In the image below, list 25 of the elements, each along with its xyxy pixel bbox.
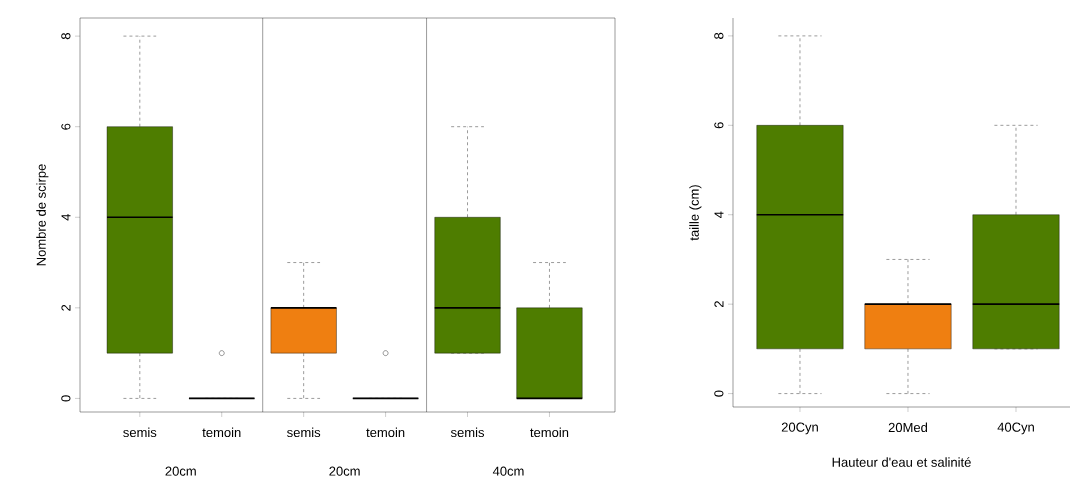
x-tick-label: 20Cyn xyxy=(781,422,818,435)
x-tick-label: temoin xyxy=(202,427,241,438)
text: 20cm xyxy=(165,466,196,476)
y-tick-label: 6 xyxy=(61,123,71,130)
x-tick-label: semis xyxy=(123,427,157,438)
text: 40cm xyxy=(492,466,524,476)
y-tick-label: 8 xyxy=(714,32,724,39)
y-tick-label: 4 xyxy=(714,211,724,219)
y-tick-label: 0 xyxy=(714,390,724,397)
y-tick-label: 4 xyxy=(61,214,71,221)
y-axis-title: Nombre de scirpe xyxy=(36,164,49,266)
x-tick-label: semis xyxy=(287,427,321,438)
x-tick-label: temoin xyxy=(530,427,569,438)
y-axis-title: taille (cm) xyxy=(689,185,702,241)
y-tick-label: 8 xyxy=(61,33,71,40)
y-tick-label: 0 xyxy=(61,395,71,402)
y-tick-label: 2 xyxy=(61,304,71,311)
y-tick-label: 6 xyxy=(714,122,724,129)
text: 20cm xyxy=(329,466,360,476)
y-tick-label: 2 xyxy=(714,301,724,308)
x-tick-label: 20Med xyxy=(888,422,928,433)
x-tick-label: 40Cyn xyxy=(997,422,1034,435)
x-axis-title: Hauteur d'eau et salinité xyxy=(832,457,971,467)
x-tick-label: semis xyxy=(450,427,485,438)
x-tick-label: temoin xyxy=(366,427,405,438)
